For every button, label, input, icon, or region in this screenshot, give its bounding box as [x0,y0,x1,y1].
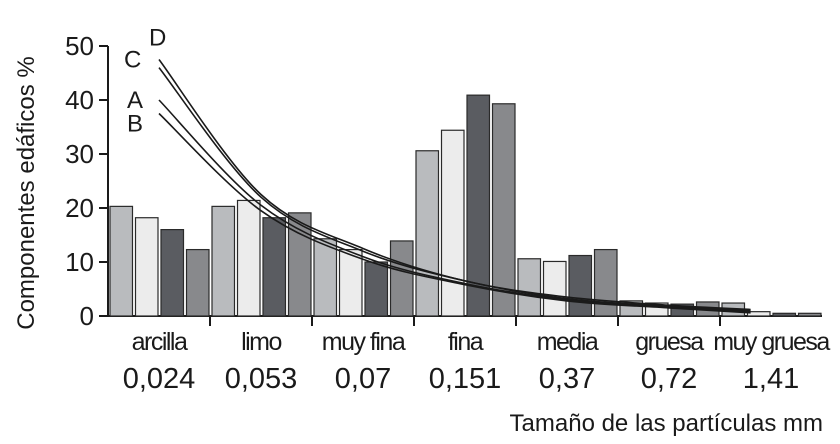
bar [313,238,338,317]
y-tick-label: 20 [65,193,94,223]
bar [338,248,363,317]
bar [772,312,797,317]
category-label: muy gruesa [713,328,830,356]
curve-label: A [127,87,143,114]
size-label: 1,41 [743,363,799,395]
y-axis-title: Componentes edáficos % [13,56,40,330]
category-label: arcilla [132,328,188,356]
category-label: fina [448,328,484,356]
bar [797,312,822,317]
bar [364,261,389,317]
bar [236,199,261,317]
curve-line [158,112,751,314]
size-label: 0,151 [429,363,502,395]
y-tick-label: 10 [65,247,94,277]
bar [491,103,516,317]
bar [185,248,210,317]
size-label: 0,024 [123,363,196,395]
curve-label: D [149,25,166,52]
category-label: limo [241,328,281,356]
bar [593,248,618,317]
category-labels: arcilla 0,024 limo 0,053 muy fina 0,07 fina 0,1… [123,316,832,395]
curve-line [158,67,751,312]
bar [466,94,491,317]
size-label: 0,07 [335,363,391,395]
bar [389,240,414,317]
curve-label: B [127,111,143,138]
curve-label: C [124,47,141,74]
bar [262,217,287,317]
category-label: gruesa [635,328,704,356]
bar [134,217,159,317]
size-label: 0,72 [641,363,697,395]
bar [568,254,593,317]
bars [109,94,822,317]
bar [517,258,542,317]
x-axis-title: Tamaño de las partículas mm [510,410,823,437]
bar [415,150,440,317]
size-label: 0,37 [539,363,595,395]
y-tick-label: 50 [65,31,94,61]
bar [542,260,567,317]
category-label: muy fina [322,328,406,356]
bar [440,129,465,317]
category-label: media [537,328,599,356]
y-tick-label: 30 [65,139,94,169]
bar [160,229,185,317]
bar [287,212,312,317]
y-tick-label: 0 [80,301,94,331]
bar [746,311,771,317]
y-ticks: 0 10 20 30 40 50 [65,31,108,331]
size-label: 0,053 [225,363,298,395]
bar [211,205,236,317]
bar [109,205,134,317]
y-tick-label: 40 [65,85,94,115]
